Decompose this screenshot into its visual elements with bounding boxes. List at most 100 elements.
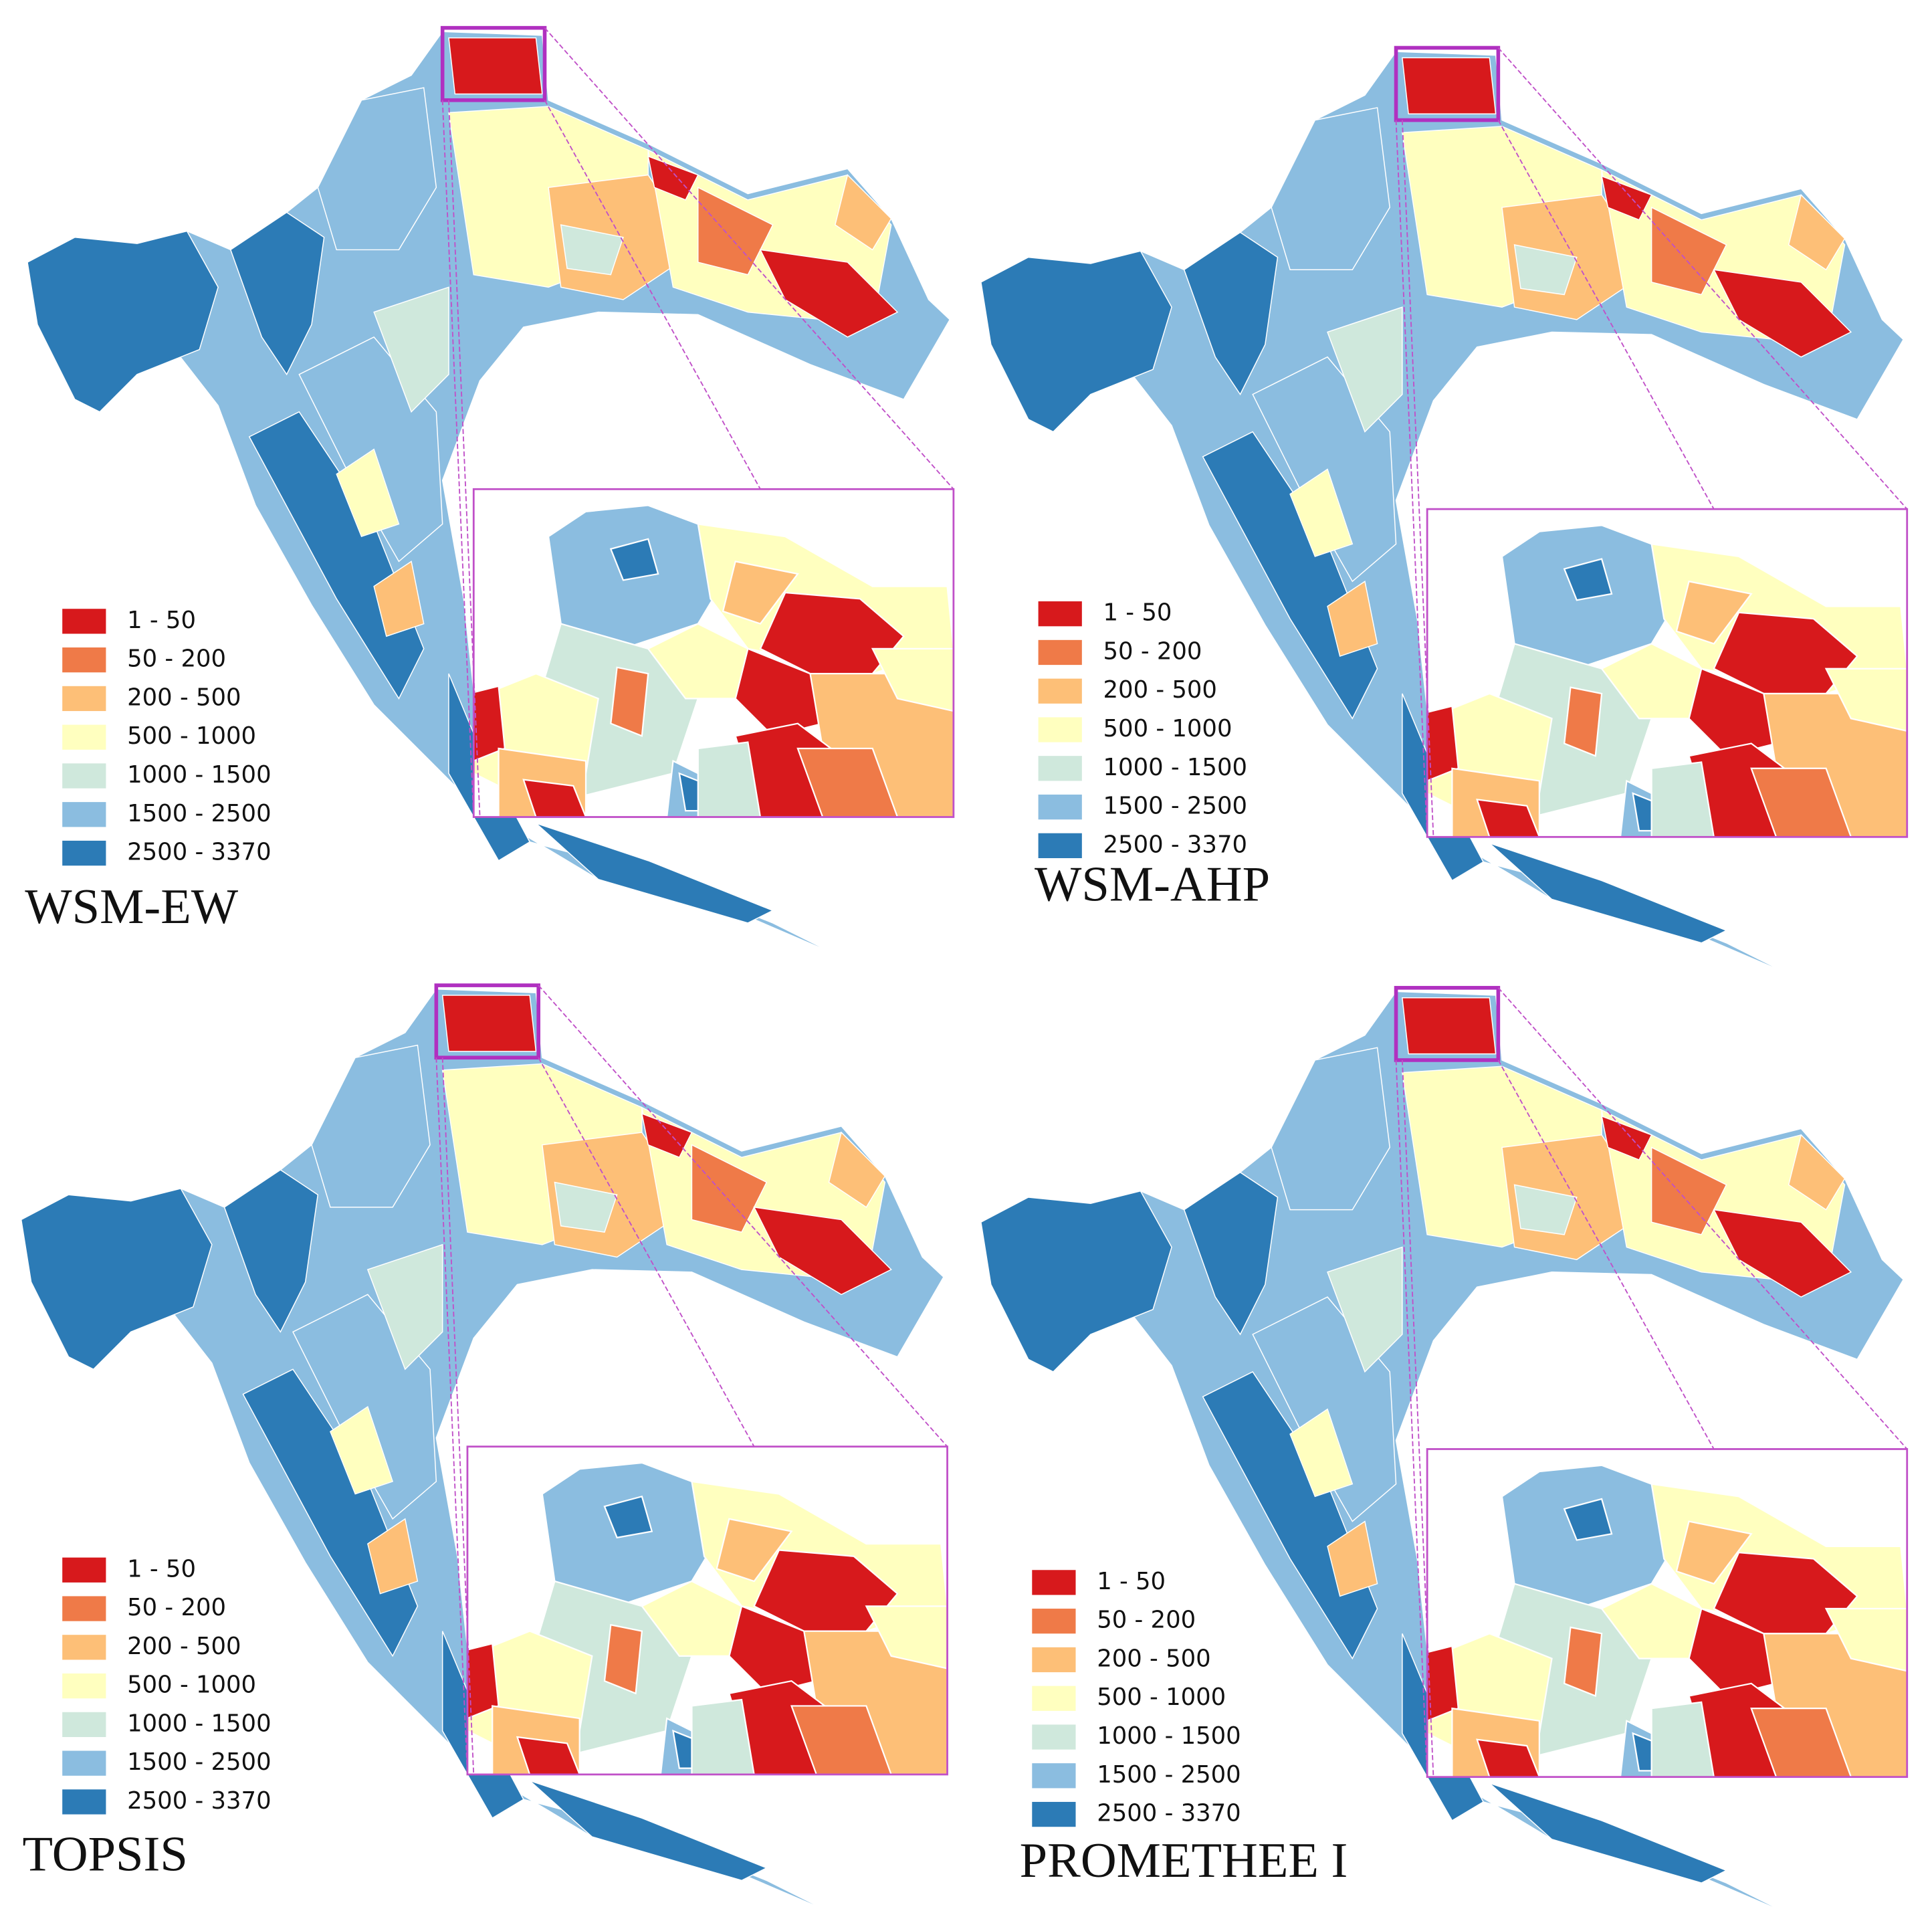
- region: [1713, 1209, 1852, 1298]
- zoom-box: [440, 25, 547, 102]
- region: [330, 1405, 394, 1495]
- legend-swatch: [1038, 717, 1082, 742]
- legend-swatch: [62, 1596, 106, 1621]
- inset-region: [722, 561, 799, 625]
- legend-swatch: [1038, 678, 1082, 704]
- region: [366, 1243, 443, 1371]
- inset-region: [1563, 1498, 1613, 1541]
- region: [1327, 1246, 1403, 1373]
- region: [1489, 1783, 1728, 1884]
- inset-frame: [1426, 508, 1909, 838]
- legend-label: 200 - 500: [127, 1633, 241, 1660]
- region: [980, 1190, 1172, 1373]
- legend-label: 500 - 1000: [127, 1671, 256, 1699]
- legend-label: 1500 - 2500: [1097, 1761, 1241, 1789]
- legend-swatch: [1032, 1609, 1076, 1634]
- region: [1601, 175, 1652, 221]
- legend-swatch: [62, 1673, 106, 1699]
- legend-swatch: [62, 1635, 106, 1660]
- legend-label: 200 - 500: [1097, 1645, 1210, 1672]
- legend-label: 500 - 1000: [1097, 1684, 1226, 1711]
- region: [697, 187, 774, 276]
- region: [373, 561, 425, 637]
- region: [535, 823, 774, 924]
- zoom-connector: [544, 27, 954, 490]
- legend-label: 2500 - 3370: [127, 839, 271, 866]
- region: [1402, 997, 1497, 1055]
- legend-swatch: [1038, 756, 1082, 781]
- legend-label: 200 - 500: [1103, 676, 1217, 704]
- region: [441, 995, 537, 1052]
- map: [20, 983, 948, 1912]
- zoom-connector: [1497, 1059, 1715, 1449]
- inset-region: [1427, 705, 1459, 782]
- region: [1513, 244, 1578, 296]
- legend-swatch: [62, 647, 106, 673]
- region: [1650, 1146, 1727, 1235]
- map: [980, 45, 1909, 975]
- region: [1202, 1371, 1378, 1660]
- region: [1327, 1520, 1378, 1597]
- inset-region: [1563, 1626, 1603, 1698]
- legend-label: 200 - 500: [127, 684, 241, 711]
- region: [448, 37, 543, 95]
- region: [554, 1181, 618, 1233]
- inset: [1427, 1464, 1907, 1777]
- region: [1183, 231, 1279, 396]
- region: [691, 1144, 768, 1233]
- legend-label: 50 - 200: [1103, 637, 1202, 665]
- region: [1271, 107, 1390, 271]
- zoom-connector: [538, 985, 948, 1447]
- legend-swatch: [62, 724, 106, 750]
- inset-region: [865, 1605, 948, 1669]
- map: [980, 986, 1909, 1915]
- region: [647, 155, 699, 201]
- legend-swatch: [62, 686, 106, 712]
- legend-label: 1000 - 1500: [1097, 1722, 1241, 1750]
- legend-swatch: [1032, 1570, 1076, 1595]
- region: [1202, 431, 1378, 720]
- inset: [1427, 524, 1907, 837]
- inset-region: [697, 741, 762, 817]
- legend-swatch: [1032, 1686, 1076, 1711]
- inset-region: [467, 1642, 500, 1720]
- inset-frame: [466, 1445, 948, 1776]
- legend-swatch: [62, 763, 106, 789]
- legend-label: 2500 - 3370: [127, 1787, 271, 1815]
- legend-label: 2500 - 3370: [1097, 1800, 1241, 1827]
- legend-label: 1 - 50: [127, 1555, 196, 1583]
- region: [1289, 1408, 1354, 1498]
- legend-label: 1000 - 1500: [127, 761, 271, 789]
- region: [1327, 306, 1403, 433]
- zoom-connector: [1497, 987, 1908, 1450]
- map: [27, 25, 955, 955]
- panel-title: WSM-EW: [25, 880, 238, 934]
- region: [242, 1368, 419, 1657]
- region: [336, 448, 400, 538]
- inset-region: [1476, 1738, 1541, 1777]
- region: [229, 211, 325, 376]
- legend-label: 1500 - 2500: [127, 1748, 271, 1776]
- inset-region: [522, 779, 587, 817]
- legend-label: 50 - 200: [1097, 1607, 1196, 1634]
- inset-region: [1675, 580, 1753, 645]
- regions: [27, 37, 899, 924]
- region: [1402, 57, 1497, 115]
- region: [529, 1780, 768, 1882]
- legend-label: 500 - 1000: [127, 722, 256, 750]
- region: [759, 249, 899, 338]
- region: [834, 174, 892, 251]
- inset-region: [516, 1736, 580, 1774]
- zoom-connector: [538, 1057, 755, 1447]
- legend-swatch: [1032, 1647, 1076, 1673]
- region: [1788, 193, 1846, 271]
- inset-region: [796, 747, 899, 817]
- region: [373, 286, 449, 413]
- inset-region: [1600, 1583, 1703, 1659]
- legend-swatch: [1032, 1724, 1076, 1750]
- region: [1713, 269, 1852, 358]
- legend-swatch: [62, 1712, 106, 1738]
- inset-region: [1650, 761, 1715, 837]
- zoom-connector: [544, 100, 761, 490]
- inset-region: [1824, 668, 1907, 732]
